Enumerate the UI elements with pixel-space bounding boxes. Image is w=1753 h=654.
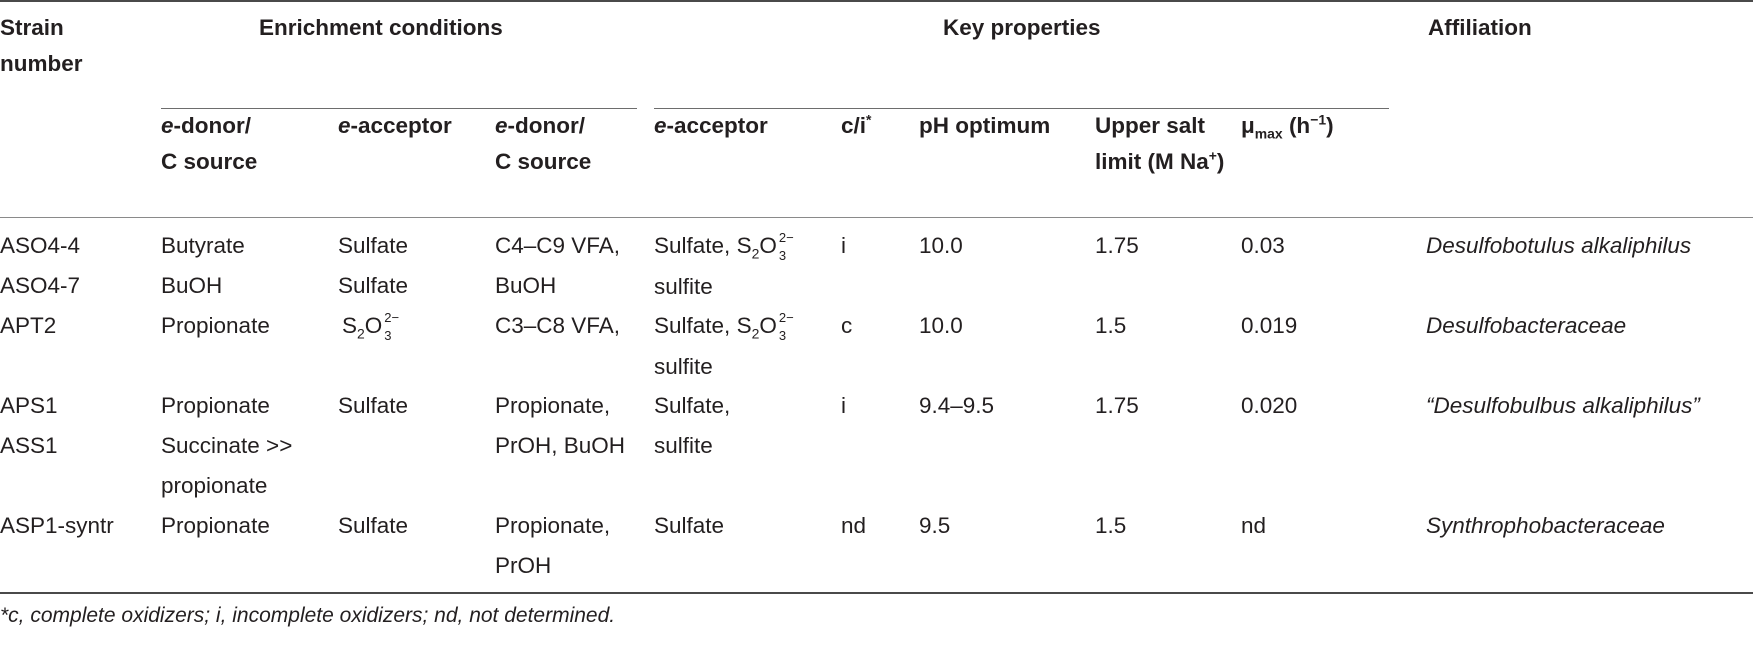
- acceptor-enr-cell: S2O 2− 3: [342, 310, 408, 344]
- ph-cell: 9.5: [919, 513, 951, 538]
- ci-cell: c: [841, 313, 853, 338]
- key-properties-underline: [654, 108, 1389, 109]
- subheader-kp-donor: e-donor/ C source: [495, 113, 592, 174]
- donor-kp-cell: Propionate, PrOH, BuOH: [495, 393, 626, 458]
- table-row: ASP1-syntr Propionate Sulfate Propionate…: [0, 512, 1753, 584]
- donor-enr-cell: Propionate: [161, 513, 270, 538]
- ci-cell: i: [841, 393, 846, 418]
- acceptor-enr-cell: Sulfate: [338, 393, 409, 418]
- header-rule: [0, 217, 1753, 218]
- subheader-enr-donor: e-donor/ C source: [161, 113, 258, 174]
- subheader-salt: Upper salt limit (M Na+): [1095, 113, 1225, 174]
- table-row: APT2 Propionate S2O 2− 3 C3–C8 VFA, Sulfat…: [0, 310, 1753, 384]
- strain-cell: ASO4-4 ASO4-7: [0, 233, 81, 298]
- subheader-mu: μmax (h−1): [1241, 111, 1334, 142]
- donor-kp-cell: C4–C9 VFA, BuOH: [495, 233, 621, 298]
- mu-cell: 0.020: [1241, 393, 1298, 418]
- header-strain-line2: number: [0, 51, 83, 76]
- strain-cell: APS1 ASS1: [0, 393, 58, 458]
- header-strain-line1: Strain: [0, 15, 64, 40]
- subheader-kp-acceptor: e-acceptor: [654, 113, 768, 138]
- salt-cell: 1.5: [1095, 513, 1127, 538]
- ph-cell: 10.0: [919, 233, 963, 258]
- salt-cell: 1.75: [1095, 233, 1139, 258]
- mu-cell: 0.019: [1241, 313, 1298, 338]
- donor-enr-cell: Propionate: [161, 313, 270, 338]
- donor-enr-cell: Butyrate BuOH: [161, 233, 245, 298]
- header-affiliation: Affiliation: [1428, 15, 1532, 40]
- acceptor-kp-cell: Sulfate: [654, 513, 725, 538]
- mu-cell: 0.03: [1241, 233, 1285, 258]
- salt-cell: 1.5: [1095, 313, 1127, 338]
- acceptor-enr-cell: Sulfate: [338, 513, 409, 538]
- header-enrichment: Enrichment conditions: [259, 15, 503, 40]
- acceptor-enr-cell: Sulfate Sulfate: [338, 233, 409, 298]
- affiliation-cell: Synthrophobacteraceae: [1426, 513, 1665, 538]
- salt-cell: 1.75: [1095, 393, 1139, 418]
- thiosulfate-formula: S2O 2− 3: [342, 310, 400, 344]
- mu-cell: nd: [1241, 513, 1267, 538]
- header-key-properties: Key properties: [943, 15, 1101, 40]
- top-rule: [0, 0, 1753, 2]
- table-row: ASO4-4 ASO4-7 Butyrate BuOH Sulfate Sulfate…: [0, 230, 1753, 304]
- affiliation-cell: “Desulfobulbus alkaliphilus”: [1426, 393, 1700, 418]
- ph-cell: 9.4–9.5: [919, 393, 995, 418]
- acceptor-kp-cell: Sulfate, sulfite: [654, 393, 731, 458]
- enrichment-underline: [161, 108, 637, 109]
- bottom-rule: [0, 592, 1753, 594]
- donor-kp-cell: C3–C8 VFA,: [495, 313, 621, 338]
- strain-cell: ASP1-syntr: [0, 513, 114, 538]
- table-row: APS1 ASS1 Propionate Succinate >> propionat…: [0, 392, 1753, 504]
- acceptor-kp-cell: Sulfate, S2O 2− 3 sulfite: [654, 310, 803, 381]
- thiosulfate-formula: S2O 2− 3: [736, 230, 794, 264]
- table-footnote: *c, complete oxidizers; i, incomplete ox…: [0, 604, 616, 627]
- thiosulfate-formula: S2O 2− 3: [736, 310, 794, 344]
- ci-cell: i: [841, 233, 846, 258]
- subheader-enr-acceptor: e-acceptor: [338, 113, 452, 138]
- affiliation-cell: Desulfobotulus alkaliphilus: [1426, 233, 1692, 258]
- subheader-ci: c/i*: [841, 111, 872, 138]
- donor-kp-cell: Propionate, PrOH: [495, 513, 611, 578]
- subheader-ph: pH optimum: [919, 113, 1051, 138]
- header-strain: Strain number: [0, 14, 83, 78]
- strain-cell: APT2: [0, 313, 57, 338]
- ci-cell: nd: [841, 513, 867, 538]
- affiliation-cell: Desulfobacteraceae: [1426, 313, 1627, 338]
- acceptor-kp-cell: Sulfate, S2O 2− 3 sulfite: [654, 230, 803, 301]
- ph-cell: 10.0: [919, 313, 963, 338]
- donor-enr-cell: Propionate Succinate >> propionate: [161, 393, 293, 498]
